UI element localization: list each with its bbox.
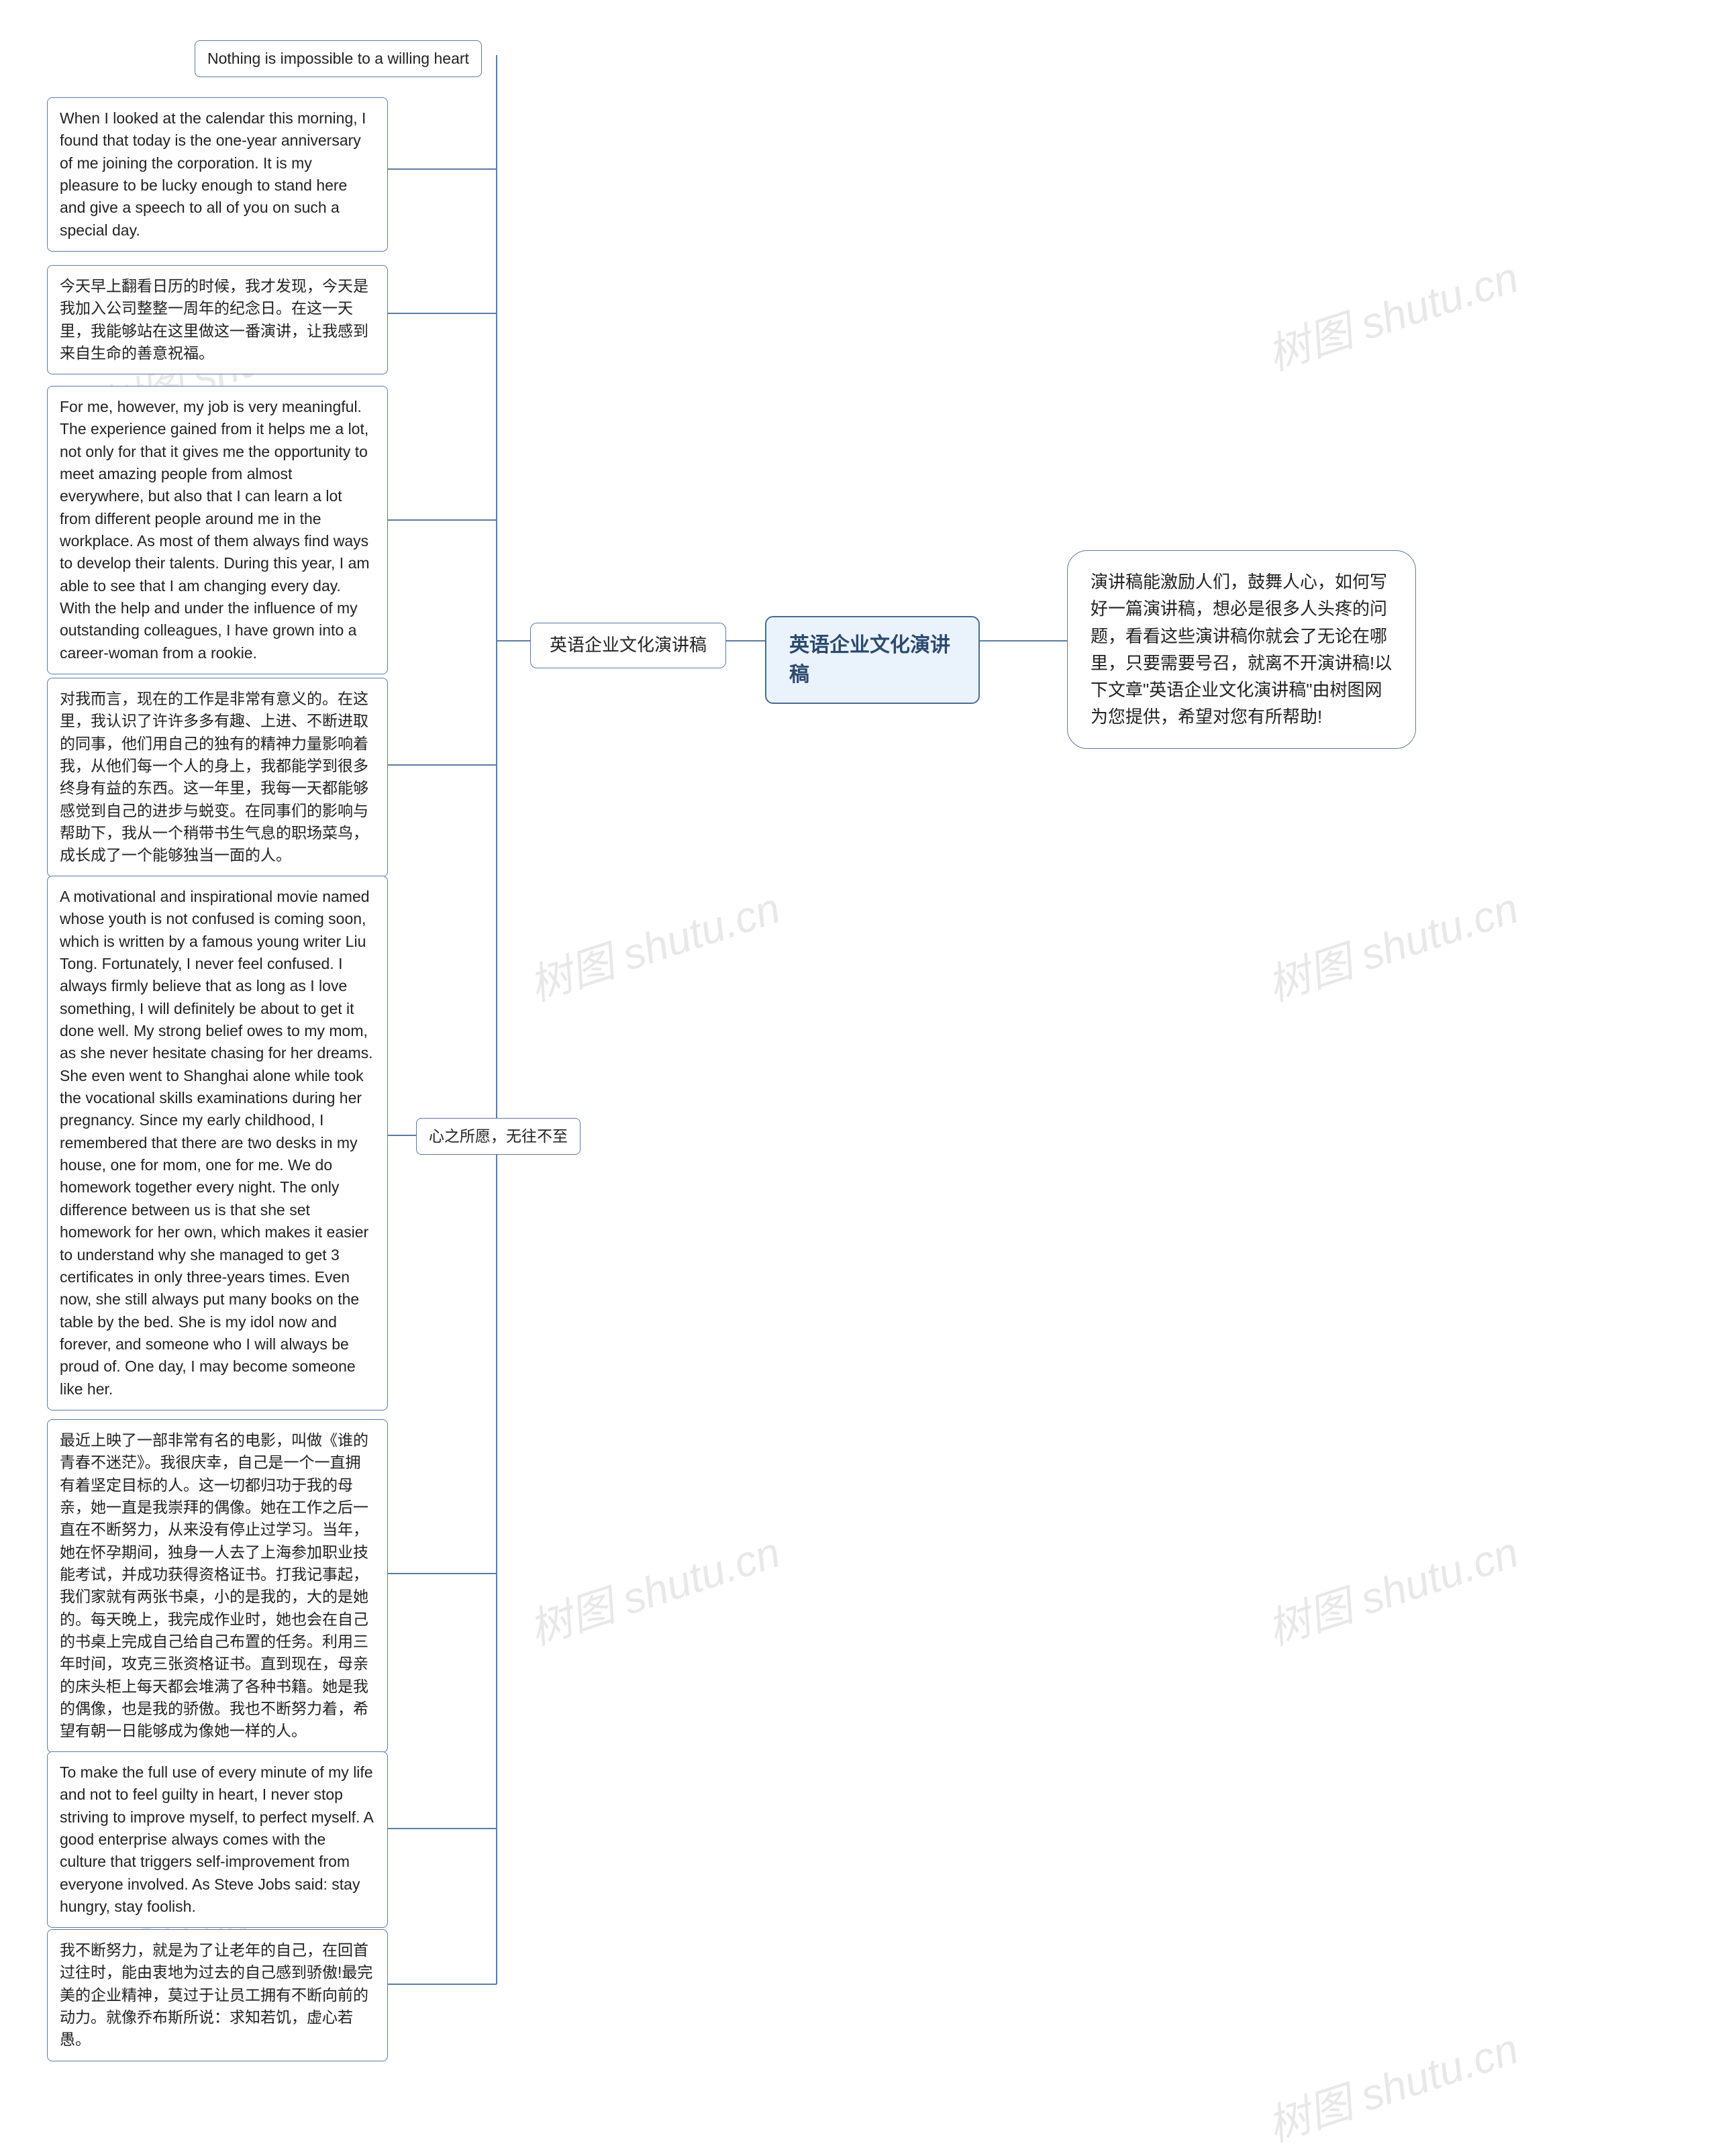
leaf-l0: Nothing is impossible to a willing heart: [195, 40, 482, 77]
leaf-l1: When I looked at the calendar this morni…: [47, 97, 388, 252]
watermark: 树图 shutu.cn: [1258, 1518, 1525, 1657]
intro-node: 演讲稿能激励人们，鼓舞人心，如何写好一篇演讲稿，想必是很多人头疼的问题，看看这些…: [1067, 550, 1416, 749]
leaf-l2: 今天早上翻看日历的时候，我才发现，今天是我加入公司整整一周年的纪念日。在这一天里…: [47, 265, 388, 374]
leaf-l4: 对我而言，现在的工作是非常有意义的。在这里，我认识了许许多多有趣、上进、不断进取…: [47, 678, 388, 877]
left-branch-node: 英语企业文化演讲稿: [530, 623, 726, 668]
watermark: 树图 shutu.cn: [1258, 874, 1525, 1013]
watermark: 树图 shutu.cn: [520, 1518, 787, 1657]
leaf-l7: To make the full use of every minute of …: [47, 1751, 388, 1928]
leaf-l9: 心之所愿，无往不至: [416, 1118, 580, 1155]
leaf-l3: For me, however, my job is very meaningf…: [47, 386, 388, 674]
leaf-l5: A motivational and inspirational movie n…: [47, 876, 388, 1410]
watermark: 树图 shutu.cn: [1258, 243, 1525, 382]
leaf-l8: 我不断努力，就是为了让老年的自己，在回首过往时，能由衷地为过去的自己感到骄傲!最…: [47, 1929, 388, 2061]
leaf-l6: 最近上映了一部非常有名的电影，叫做《谁的青春不迷茫》。我很庆幸，自己是一个一直拥…: [47, 1419, 388, 1753]
watermark: 树图 shutu.cn: [1258, 2014, 1525, 2153]
watermark: 树图 shutu.cn: [520, 874, 787, 1013]
center-node: 英语企业文化演讲稿: [765, 616, 980, 704]
